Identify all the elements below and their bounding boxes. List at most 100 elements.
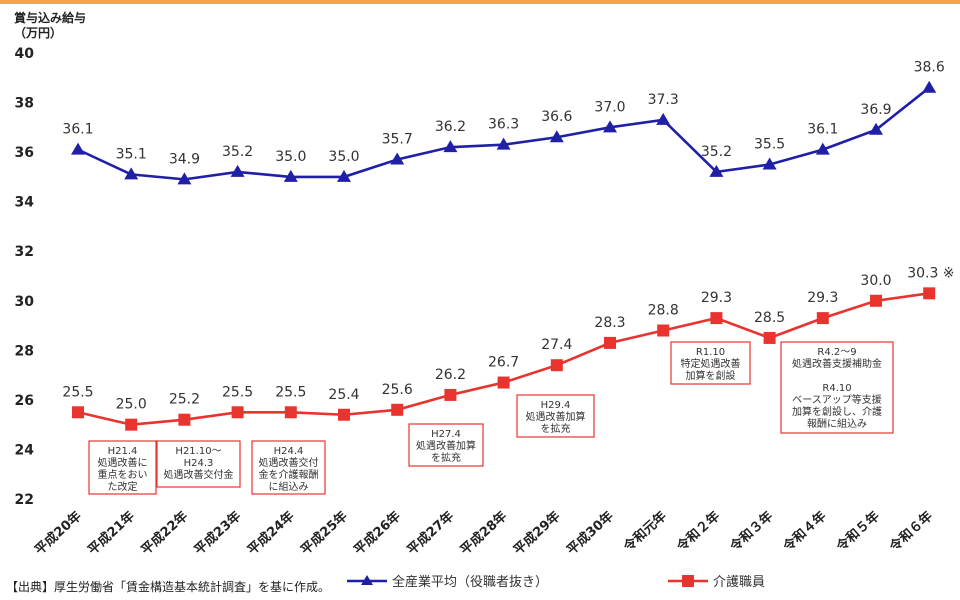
y-tick-label: 24 <box>15 442 35 458</box>
series-markers <box>71 80 937 431</box>
series-line <box>77 86 931 181</box>
source-note: 【出典】厚生労働省「賃金構造基本統計調査」を基に作成。 <box>6 580 331 594</box>
legend-label-all: 全産業平均（役職者抜き） <box>392 574 548 590</box>
data-label: 37.3 <box>648 92 679 108</box>
annotation-frame <box>156 440 241 488</box>
data-point-square <box>391 403 404 416</box>
annotation-frame <box>516 394 595 438</box>
annotation-line: H27.4 <box>431 429 461 440</box>
y-tick-label: 34 <box>15 195 35 211</box>
data-point-square <box>763 331 776 344</box>
data-label: 36.6 <box>541 109 572 125</box>
data-label: 30.3 ※ <box>907 265 954 281</box>
x-tick-label: 平成28年 <box>457 508 510 558</box>
x-tick-label: 平成27年 <box>404 508 457 558</box>
annotation-line: H21.4 <box>108 446 138 457</box>
data-label: 25.0 <box>116 397 147 413</box>
x-tick-label: 平成22年 <box>138 508 191 558</box>
data-point-triangle <box>815 142 830 155</box>
data-label: 37.0 <box>594 99 625 115</box>
x-tick-label: 平成20年 <box>32 508 85 558</box>
legend-marker-triangle <box>361 575 373 585</box>
y-tick-label: 32 <box>15 244 34 260</box>
x-tick-label: 令和６年 <box>887 508 936 555</box>
annotation-frame <box>780 341 894 434</box>
data-label: 35.0 <box>328 149 359 165</box>
data-label: 35.7 <box>382 132 413 148</box>
data-point-triangle <box>337 169 351 182</box>
data-label: 28.3 <box>594 315 625 331</box>
y-axis-label-line: 賞与込み給与 <box>14 10 86 25</box>
legend: 全産業平均（役職者抜き） 介護職員 <box>347 574 765 590</box>
y-tick-label: 38 <box>15 96 34 112</box>
x-tick-label: 平成23年 <box>191 508 244 558</box>
data-point-triangle <box>283 169 298 182</box>
data-label: 26.2 <box>435 367 466 383</box>
data-label: 38.6 <box>914 60 945 76</box>
annotation-line: 重点をおい <box>98 468 148 481</box>
x-tick-label: 平成21年 <box>85 508 138 558</box>
annotation-line: 処遇改善加算 <box>416 439 476 452</box>
data-point-square <box>550 359 563 372</box>
data-label: 35.5 <box>754 137 785 153</box>
data-point-square <box>710 312 723 325</box>
x-tick-label: 平成25年 <box>298 508 351 558</box>
y-tick-label: 40 <box>15 46 35 62</box>
data-point-square <box>604 336 616 349</box>
data-label: 36.3 <box>488 117 519 133</box>
data-label: 27.4 <box>541 337 572 353</box>
annotation-line: 金を介護報酬 <box>259 468 319 481</box>
data-label: 36.2 <box>435 119 466 135</box>
data-label: 35.2 <box>222 144 253 160</box>
annotation-line: 処遇改善加算 <box>526 410 586 423</box>
annotation-line: 処遇改善交付金 <box>164 468 234 481</box>
annotation-line: 報酬に組込み <box>807 417 867 430</box>
y-tick-label: 36 <box>15 145 34 161</box>
data-label: 25.6 <box>382 382 413 398</box>
data-point-square <box>338 408 350 421</box>
data-label: 25.5 <box>275 384 306 400</box>
annotation-line: に組込み <box>269 480 309 493</box>
top-accent-rule <box>0 0 960 4</box>
x-tick-label: 平成26年 <box>351 508 404 558</box>
y-tick-label: 26 <box>15 393 34 409</box>
data-label: 36.1 <box>62 122 93 138</box>
annotation-line: R1.10 <box>696 347 725 358</box>
x-tick-label: 令和３年 <box>727 508 776 555</box>
data-point-square <box>72 406 84 419</box>
data-point-square <box>231 406 244 419</box>
annotation-line: R4.2～9 <box>817 347 856 358</box>
y-tick-label: 30 <box>15 294 35 310</box>
x-tick-label: 令和２年 <box>674 508 723 555</box>
data-label: 36.9 <box>860 102 891 118</box>
annotation-line: を拡充 <box>431 451 461 464</box>
x-tick-label: 令和５年 <box>833 508 882 555</box>
data-label: 25.5 <box>62 384 93 400</box>
annotation-line: H29.4 <box>541 400 571 411</box>
data-label: 26.7 <box>488 355 519 371</box>
data-point-triangle <box>603 120 617 133</box>
annotation-line: H24.3 <box>184 458 214 469</box>
data-point-square <box>870 294 882 307</box>
data-label: 35.1 <box>116 146 147 162</box>
data-label: 36.1 <box>807 122 838 138</box>
data-point-triangle <box>762 157 777 170</box>
data-point-triangle <box>869 122 883 135</box>
data-label: 30.0 <box>860 273 891 289</box>
x-tick-label: 令和元年 <box>621 508 670 555</box>
annotation-line: 処遇改善交付 <box>259 456 319 469</box>
x-tick-label: 平成30年 <box>564 508 617 558</box>
annotation-line: 処遇改善支援補助金 <box>792 357 882 370</box>
annotation-frame <box>408 423 484 467</box>
annotation-line: 処遇改善に <box>98 456 148 469</box>
data-point-triangle <box>124 167 139 180</box>
data-label: 29.3 <box>807 290 838 306</box>
data-label: 25.2 <box>169 392 200 408</box>
data-labels: 36.1 35.1 34.9 35.2 35.0 35.0 35.7 36.2 36.3 36.6… <box>62 60 954 413</box>
legend-marker-square <box>682 575 694 587</box>
